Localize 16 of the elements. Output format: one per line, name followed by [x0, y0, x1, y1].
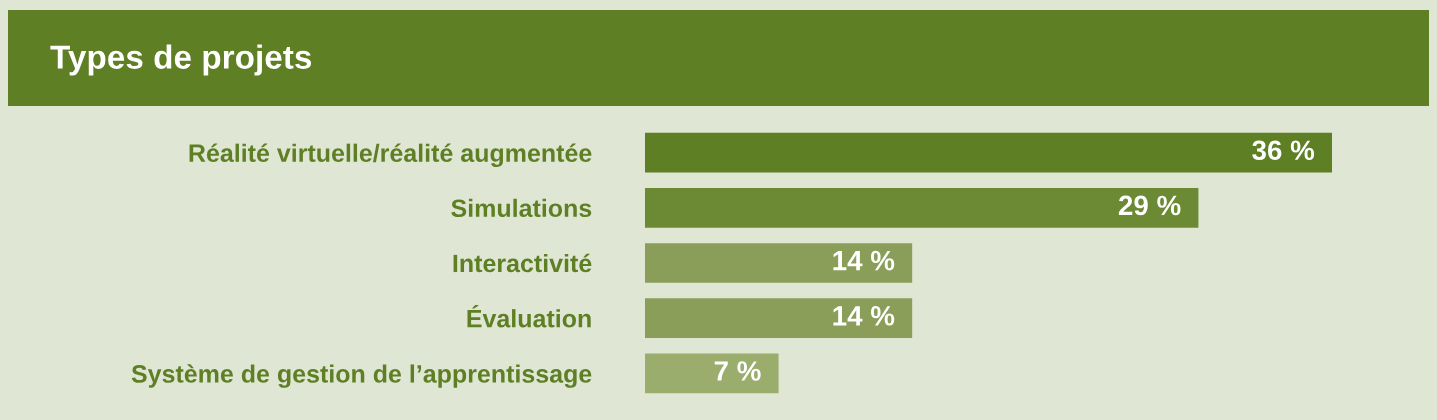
- data-label: 14 %: [833, 250, 895, 271]
- bar: [645, 353, 779, 394]
- bar: [645, 298, 913, 339]
- y-tick-label: Évaluation: [467, 305, 591, 328]
- bar: [645, 243, 913, 283]
- data-label: 14 %: [833, 306, 895, 326]
- bar: [645, 132, 1332, 173]
- bar: [645, 187, 1199, 228]
- y-tick-label: Système de gestion de l’apprentissage: [131, 364, 592, 388]
- y-tick-label: Interactivité: [453, 253, 592, 273]
- data-label: 7 %: [714, 361, 761, 381]
- data-label: 36 %: [1252, 140, 1315, 161]
- y-tick-label: Réalité virtuelle/réalité augmentée: [189, 143, 592, 168]
- y-tick-label: Simulations: [451, 198, 592, 218]
- data-label: 29 %: [1118, 195, 1181, 216]
- text: Types de projets: [50, 44, 312, 76]
